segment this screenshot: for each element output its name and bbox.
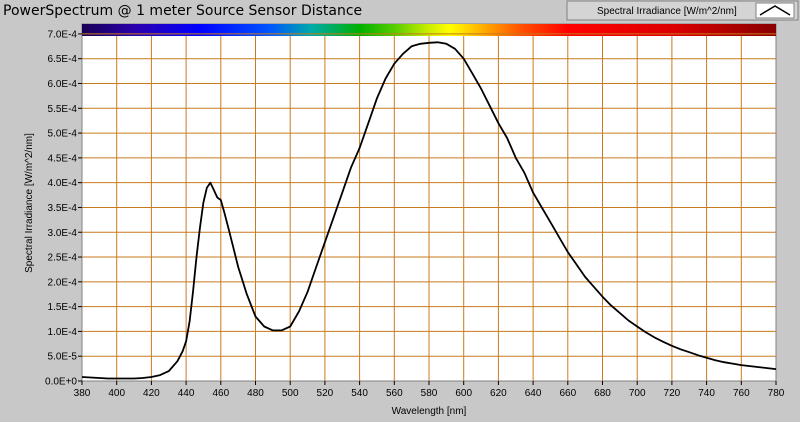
x-tick-label: 380	[74, 388, 91, 399]
x-axis-ticks: 380 400 420 440 460 480 500 520 540 560 580 600 620 6…	[74, 381, 785, 399]
y-tick-label: 1.0E-4	[48, 327, 78, 338]
spectral-irradiance-line	[81, 41, 777, 380]
grid	[82, 33, 776, 381]
y-tick-label: 1.5E-4	[48, 302, 78, 313]
x-tick-label: 660	[559, 388, 576, 399]
x-tick-label: 540	[351, 388, 368, 399]
legend: Spectral Irradiance [W/m^2/nm]	[566, 0, 799, 21]
y-tick-label: 3.0E-4	[48, 228, 78, 239]
y-tick-label: 3.5E-4	[48, 203, 78, 214]
x-tick-label: 640	[525, 388, 542, 399]
x-tick-label: 420	[143, 388, 160, 399]
x-tick-label: 760	[733, 388, 750, 399]
x-tick-label: 440	[178, 388, 195, 399]
chart-title: PowerSpectrum @ 1 meter Source Sensor Di…	[3, 3, 362, 19]
y-tick-label: 2.0E-4	[48, 277, 78, 288]
y-tick-label: 5.0E-5	[48, 352, 78, 363]
x-tick-label: 740	[698, 388, 715, 399]
x-axis-label: Wavelength [nm]	[392, 406, 467, 417]
spectrum-color-bar	[82, 24, 776, 36]
y-tick-label: 4.5E-4	[48, 153, 78, 164]
x-tick-label: 580	[421, 388, 438, 399]
y-tick-label: 5.0E-4	[48, 129, 78, 140]
x-tick-label: 720	[664, 388, 681, 399]
legend-line-icon	[759, 5, 791, 16]
y-tick-label: 6.0E-4	[48, 79, 78, 90]
x-tick-label: 520	[317, 388, 334, 399]
y-tick-label: 6.5E-4	[48, 54, 78, 65]
legend-box	[566, 0, 799, 21]
y-tick-label: 7.0E-4	[48, 29, 78, 40]
x-tick-label: 700	[629, 388, 646, 399]
legend-swatch	[755, 2, 795, 19]
x-tick-label: 620	[490, 388, 507, 399]
x-tick-label: 600	[455, 388, 472, 399]
legend-label: Spectral Irradiance [W/m^2/nm]	[597, 6, 737, 17]
y-tick-label: 2.5E-4	[48, 253, 78, 264]
y-axis-label: Spectral Irradiance [W/m^2/nm]	[24, 133, 35, 273]
y-axis-ticks: 0.0E+0 5.0E-5 1.0E-4 1.5E-4 2.0E-4 2.5E-4 3.0E…	[45, 29, 82, 388]
x-tick-label: 480	[247, 388, 264, 399]
y-tick-label: 5.5E-4	[48, 104, 78, 115]
y-tick-label: 0.0E+0	[45, 377, 77, 388]
x-tick-label: 560	[386, 388, 403, 399]
x-tick-label: 400	[108, 388, 125, 399]
x-tick-label: 780	[768, 388, 785, 399]
x-tick-label: 680	[594, 388, 611, 399]
x-tick-label: 460	[212, 388, 229, 399]
x-tick-label: 500	[282, 388, 299, 399]
y-tick-label: 4.0E-4	[48, 178, 78, 189]
